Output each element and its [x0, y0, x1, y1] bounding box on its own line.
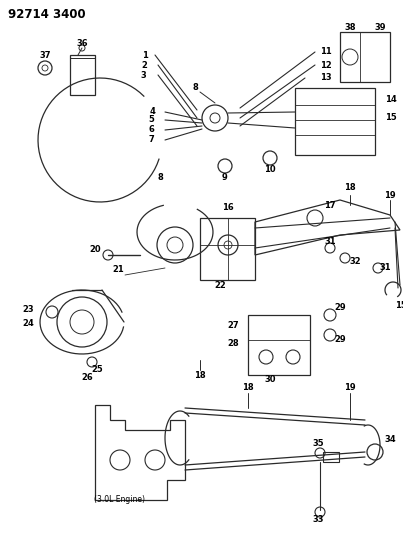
- Text: 32: 32: [349, 257, 361, 266]
- Text: 18: 18: [194, 370, 206, 379]
- Text: 15: 15: [395, 301, 403, 310]
- Text: 16: 16: [222, 204, 234, 213]
- Text: 33: 33: [312, 515, 324, 524]
- Text: 22: 22: [214, 280, 226, 289]
- Text: 24: 24: [22, 319, 34, 328]
- Text: 38: 38: [344, 23, 356, 33]
- Text: 12: 12: [320, 61, 332, 69]
- Text: 39: 39: [374, 23, 386, 33]
- Text: 37: 37: [39, 51, 51, 60]
- Text: 18: 18: [242, 384, 254, 392]
- Text: 3: 3: [140, 71, 146, 80]
- Text: 21: 21: [112, 265, 124, 274]
- Text: 30: 30: [264, 376, 276, 384]
- Text: 8: 8: [192, 84, 198, 93]
- Text: 4: 4: [149, 108, 155, 117]
- Text: 19: 19: [384, 190, 396, 199]
- Text: 92714 3400: 92714 3400: [8, 8, 85, 21]
- Text: 23: 23: [22, 305, 34, 314]
- Text: 8: 8: [157, 174, 163, 182]
- Text: 9: 9: [222, 174, 228, 182]
- Text: 28: 28: [227, 338, 239, 348]
- Text: 11: 11: [320, 47, 332, 56]
- Text: (3.0L Engine): (3.0L Engine): [94, 496, 145, 505]
- Text: 36: 36: [76, 38, 88, 47]
- Text: 1: 1: [142, 51, 148, 60]
- Text: 27: 27: [227, 320, 239, 329]
- Text: 35: 35: [312, 439, 324, 448]
- Text: 31: 31: [379, 263, 391, 272]
- Text: 31: 31: [324, 238, 336, 246]
- Text: 25: 25: [91, 366, 103, 375]
- Text: 5: 5: [148, 116, 154, 125]
- Text: 13: 13: [320, 74, 332, 83]
- Text: 20: 20: [89, 246, 101, 254]
- Text: 18: 18: [344, 183, 356, 192]
- Text: 6: 6: [148, 125, 154, 134]
- Text: 29: 29: [334, 303, 346, 312]
- Text: 34: 34: [384, 435, 396, 445]
- Text: 10: 10: [264, 166, 276, 174]
- Text: 14: 14: [385, 95, 397, 104]
- Text: 29: 29: [334, 335, 346, 344]
- Text: 17: 17: [324, 200, 336, 209]
- Text: 26: 26: [81, 373, 93, 382]
- Text: 15: 15: [385, 114, 397, 123]
- Text: 2: 2: [141, 61, 147, 69]
- Text: 7: 7: [148, 135, 154, 144]
- Text: 19: 19: [344, 384, 356, 392]
